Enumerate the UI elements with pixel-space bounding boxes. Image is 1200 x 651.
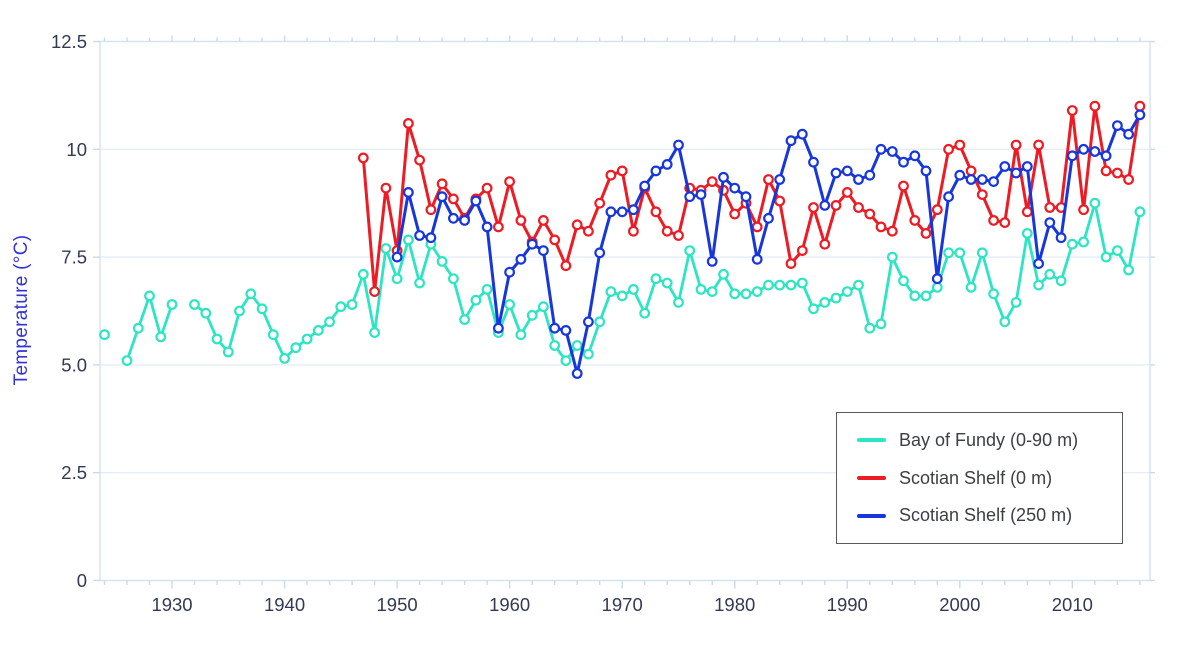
legend-label: Scotian Shelf (0 m) — [899, 467, 1053, 488]
plot-border — [99, 40, 1151, 582]
legend-line-swatch-blue-icon — [857, 513, 886, 518]
svg-text:0: 0 — [77, 570, 87, 591]
legend-item-bay-of-fundy: Bay of Fundy (0-90 m) — [857, 430, 1122, 451]
svg-text:1940: 1940 — [264, 594, 305, 615]
y-axis-tick-labels: 0 2.5 5.0 7.5 10 12.5 — [51, 31, 87, 591]
svg-text:1930: 1930 — [151, 594, 192, 615]
legend-line-swatch-red-icon — [857, 476, 886, 480]
legend-line-swatch-teal-icon — [857, 438, 886, 443]
svg-text:1960: 1960 — [489, 594, 530, 615]
svg-text:2.5: 2.5 — [61, 462, 87, 483]
series-scotian-shelf-250m — [391, 109, 1146, 379]
legend-item-scotian-shelf-250m: Scotian Shelf (250 m) — [857, 505, 1122, 526]
series-bay-of-fundy — [99, 197, 1146, 367]
svg-text:1990: 1990 — [827, 594, 868, 615]
svg-text:7.5: 7.5 — [61, 247, 87, 268]
svg-text:1980: 1980 — [714, 594, 755, 615]
svg-text:2000: 2000 — [939, 594, 980, 615]
svg-text:1950: 1950 — [377, 594, 418, 615]
y-axis-title: Temperature (°C) — [11, 234, 32, 386]
svg-text:10: 10 — [66, 139, 87, 160]
legend: Bay of Fundy (0-90 m) Scotian Shelf (0 m… — [836, 412, 1123, 544]
axis-tick-marks — [93, 35, 1155, 589]
svg-text:1970: 1970 — [602, 594, 643, 615]
x-axis-tick-labels: 1930 1940 1950 1960 1970 1980 1990 2000 2010 — [151, 594, 1092, 615]
svg-text:5.0: 5.0 — [61, 354, 87, 375]
svg-text:12.5: 12.5 — [51, 31, 87, 52]
legend-item-scotian-shelf-0m: Scotian Shelf (0 m) — [857, 468, 1122, 489]
svg-text:2010: 2010 — [1052, 594, 1093, 615]
legend-label: Scotian Shelf (250 m) — [899, 505, 1073, 526]
legend-label: Bay of Fundy (0-90 m) — [899, 429, 1079, 450]
